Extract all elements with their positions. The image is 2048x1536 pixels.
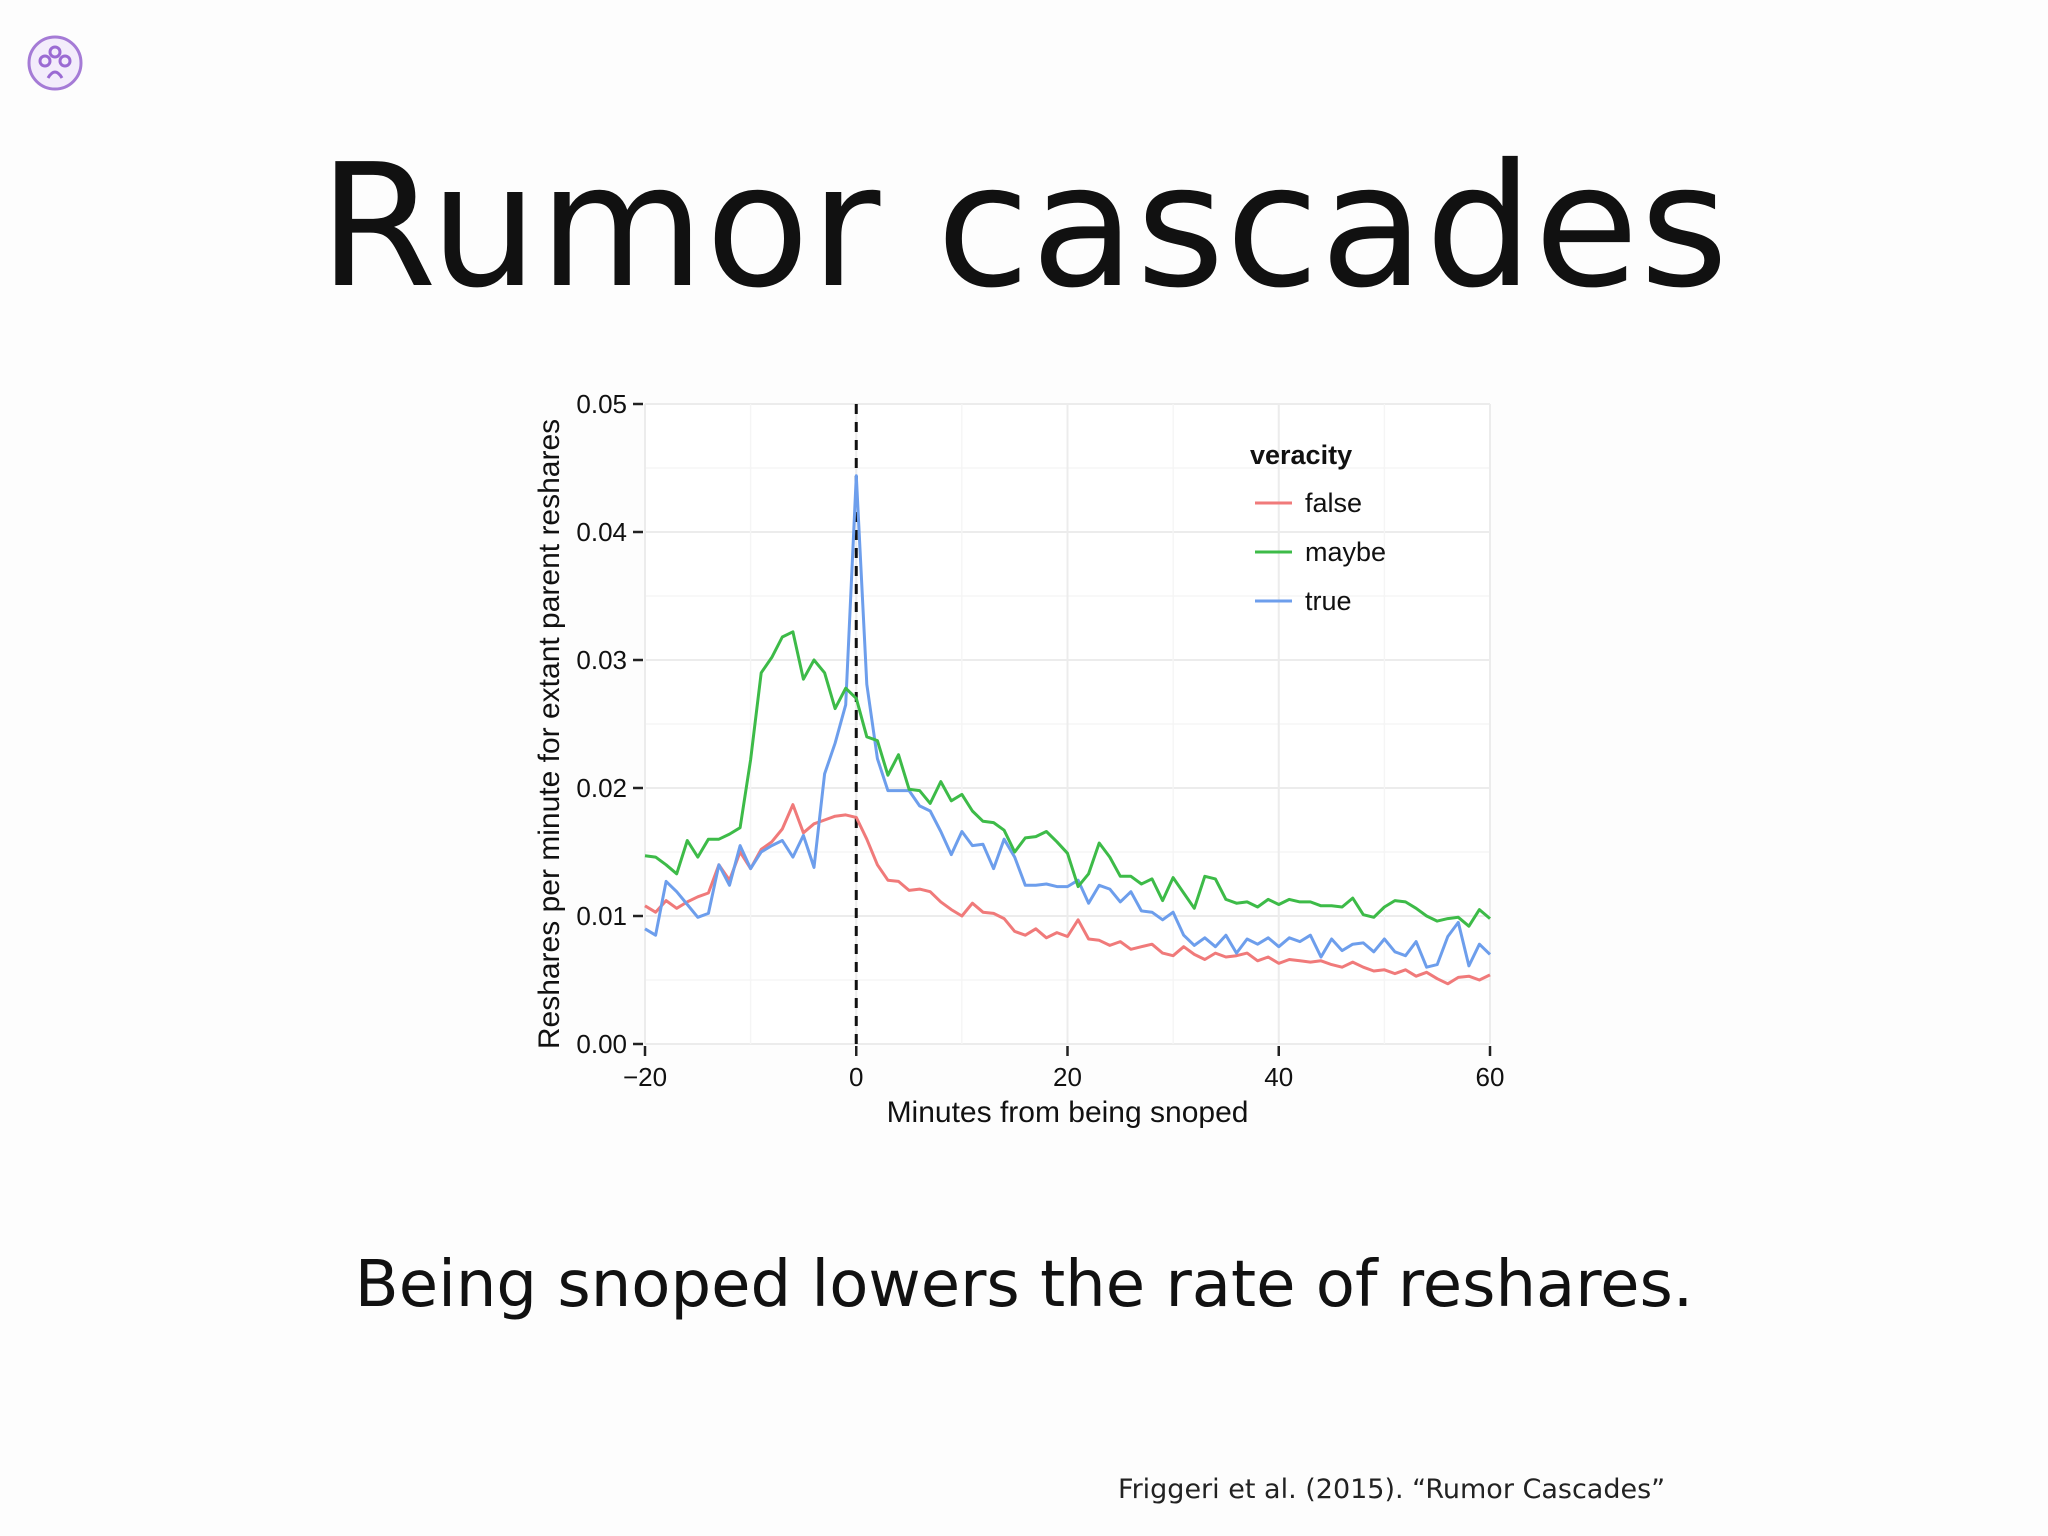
- y-tick-label: 0.03: [576, 645, 627, 675]
- x-tick-label: 0: [849, 1062, 863, 1092]
- y-tick-label: 0.04: [576, 517, 627, 547]
- legend-label-maybe: maybe: [1305, 537, 1386, 567]
- x-tick-label: 60: [1476, 1062, 1505, 1092]
- series-line-maybe: [644, 630, 1491, 928]
- citation: Friggeri et al. (2015). “Rumor Cascades”: [1118, 1474, 1666, 1505]
- legend: veracity false maybe true: [1250, 440, 1386, 616]
- series-line-true: [644, 474, 1492, 969]
- series-line-false: [644, 803, 1491, 986]
- y-tick-label: 0.05: [576, 389, 627, 419]
- slide-title: Rumor cascades: [318, 128, 1730, 326]
- chart: 0.00 0.01 0.02 0.03 0.04 0.05 −20 0 20 40 60 vera…: [515, 368, 1525, 1178]
- legend-label-false: false: [1305, 488, 1362, 518]
- y-tick-label: 0.02: [576, 773, 627, 803]
- x-tick-label: 20: [1053, 1062, 1082, 1092]
- x-tick-label: 40: [1264, 1062, 1293, 1092]
- series-lines: [644, 474, 1492, 986]
- legend-title: veracity: [1250, 440, 1352, 470]
- emblem-icon: [27, 35, 83, 91]
- x-tick-label: −20: [623, 1062, 667, 1092]
- x-axis-label: Minutes from being snoped: [887, 1096, 1249, 1129]
- y-tick-label: 0.00: [576, 1029, 627, 1059]
- line-chart: 0.00 0.01 0.02 0.03 0.04 0.05 −20 0 20 40 60 vera…: [533, 389, 1505, 1129]
- x-axis: −20 0 20 40 60: [623, 1046, 1505, 1092]
- legend-label-true: true: [1305, 586, 1352, 616]
- slide-subtitle: Being snoped lowers the rate of reshares…: [354, 1248, 1694, 1322]
- y-axis-label: Reshares per minute for extant parent re…: [533, 419, 566, 1049]
- y-axis: 0.00 0.01 0.02 0.03 0.04 0.05: [576, 389, 643, 1059]
- y-tick-label: 0.01: [576, 901, 627, 931]
